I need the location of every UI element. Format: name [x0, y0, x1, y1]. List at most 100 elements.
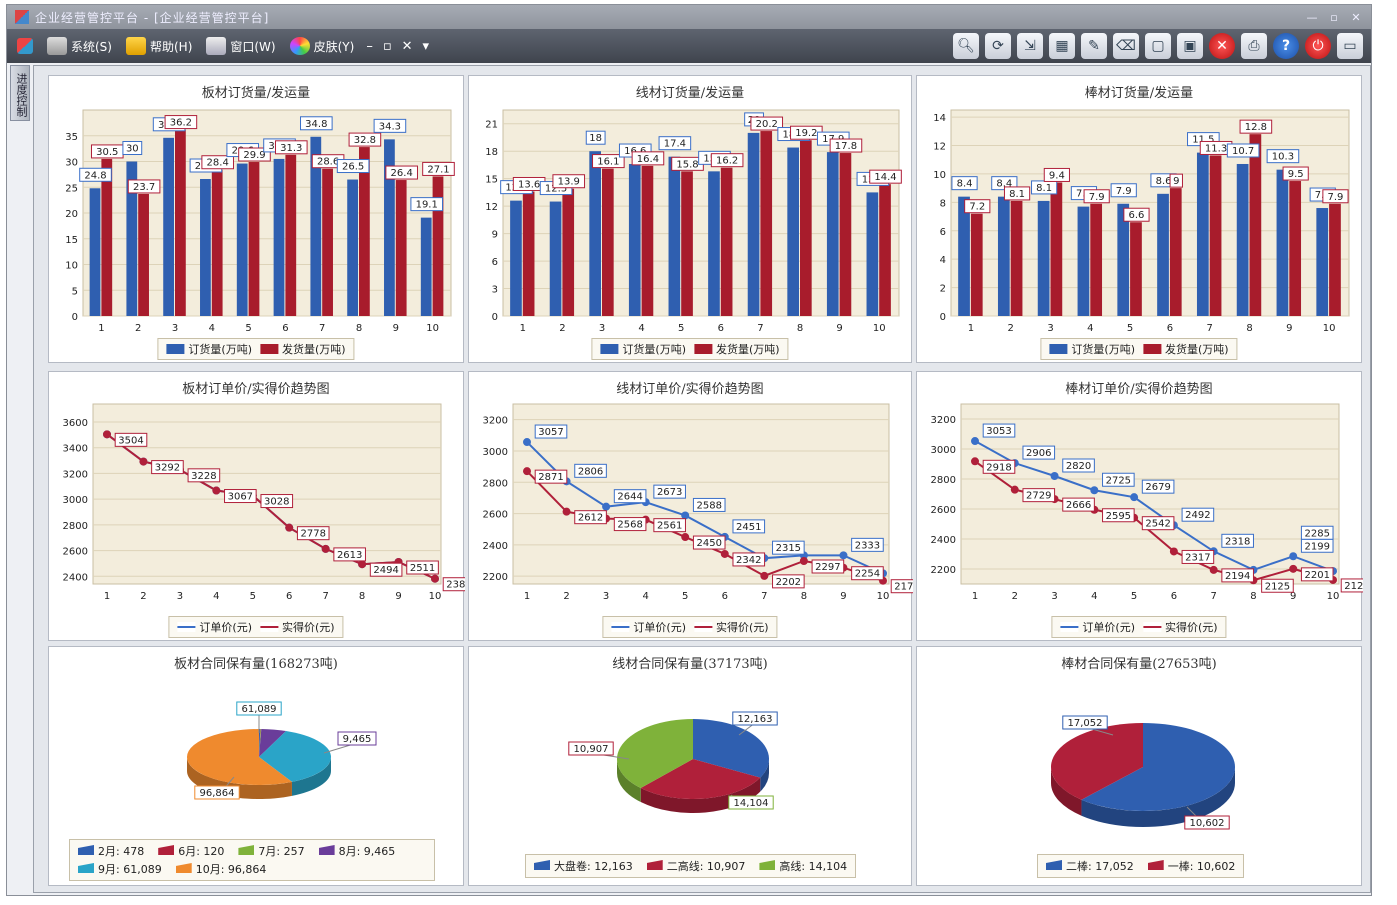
pie-legend-label: 10月: 96,864: [195, 863, 267, 876]
pie-legend-label: 二高线: 10,907: [666, 860, 746, 873]
menu-window[interactable]: 窗口(W): [206, 37, 276, 55]
order-price-label-box: [653, 484, 686, 499]
panel-wire-price: 线材订单价/实得价趋势图 2200 2400 2600 2800 3000 3200 1 2 3…: [468, 371, 913, 641]
ship-data-label-box: [1123, 207, 1150, 222]
menu-help[interactable]: 帮助(H): [125, 37, 192, 55]
order-price-label: 2644: [617, 492, 642, 503]
y-tick-label: 4: [940, 255, 946, 266]
x-tick-label: 1: [104, 591, 110, 602]
pie-legend-item: 二棒: 17,052: [1046, 858, 1134, 874]
ship-data-label: 36.2: [170, 118, 192, 129]
excel-icon[interactable]: ▦: [1049, 33, 1075, 59]
order-data-label: 8.4: [957, 179, 973, 190]
pie-slice: [259, 729, 261, 757]
x-tick-label: 5: [250, 591, 256, 602]
order-bar: [347, 179, 358, 316]
order-bar: [997, 196, 1010, 316]
order-price-label-box: [1141, 479, 1175, 494]
x-tick-label: 6: [282, 323, 288, 334]
ship-data-label: 12.8: [1245, 122, 1267, 133]
order-data-label: 24.8: [84, 170, 106, 181]
mdi-icon[interactable]: [17, 38, 33, 54]
minimize-button[interactable]: —: [1306, 10, 1318, 24]
actual-price-label: 3228: [191, 471, 216, 482]
actual-price-label: 2127: [1344, 581, 1363, 592]
ship-data-label-box: [238, 147, 271, 162]
print-icon[interactable]: ⎙: [1241, 33, 1267, 59]
x-tick-label: 5: [245, 323, 251, 334]
actual-price-point: [760, 571, 769, 580]
x-tick-label: 2: [563, 591, 569, 602]
cancel-icon[interactable]: ✕: [1209, 33, 1235, 59]
save-icon[interactable]: ▣: [1177, 33, 1203, 59]
search-icon[interactable]: 🔍︎: [953, 33, 979, 59]
ship-data-label: 13.6: [518, 179, 540, 190]
refresh-icon[interactable]: ⟳: [985, 33, 1011, 59]
edit-icon[interactable]: ✎: [1081, 33, 1107, 59]
chart-legend: 订货量(万吨) 发货量(万吨): [157, 338, 355, 360]
actual-price-point: [1289, 564, 1298, 573]
order-price-line: [526, 441, 884, 575]
pie-legend-item: 9月: 61,089: [78, 861, 162, 877]
order-price-label-box: [1300, 525, 1334, 540]
power-icon[interactable]: ⏻: [1305, 33, 1331, 59]
ship-data-label: 9.5: [1288, 169, 1304, 180]
chart-title: 线材订货量/发运量: [635, 86, 745, 101]
clear-icon[interactable]: ▢: [1145, 33, 1171, 59]
x-tick-label: 2: [140, 591, 146, 602]
mdi-minimize-button[interactable]: –: [366, 38, 373, 54]
pie-data-label-box: [236, 701, 282, 716]
pie-data-label-box: [1062, 715, 1108, 730]
x-tick-label: 9: [1286, 323, 1292, 334]
pie-data-label: 14,104: [734, 798, 769, 809]
menu-bar: 系统(S) 帮助(H) 窗口(W) 皮肤(Y) – ▫ ✕ ▾ 🔍︎ ⟳ ⇲ ▦…: [7, 29, 1371, 63]
bar-chart-wire: 036912151821112.613.6212.513.931816.1416…: [485, 109, 902, 334]
ship-bar: [1209, 155, 1222, 316]
menu-window-label: 窗口(W): [230, 39, 276, 54]
pie-data-label-box: [728, 795, 774, 810]
ship-data-label: 7.9: [1089, 192, 1105, 203]
delete-doc-icon[interactable]: ⌫: [1113, 33, 1139, 59]
order-bar: [1157, 193, 1169, 316]
y-tick-label: 2600: [63, 547, 88, 558]
sidebar-tab-progress[interactable]: 进度控制: [10, 65, 30, 121]
close-button[interactable]: ✕: [1351, 10, 1361, 24]
menu-skin[interactable]: 皮肤(Y): [289, 37, 354, 55]
panel-bar-volume: 棒材订货量/发运量 0 2 4 6 8 10 12 14 1 8.4 7.2 2 8.4 8.1 3 8.1 9…: [916, 75, 1362, 363]
chart-legend: 订单价(元) 实得价(元): [1051, 616, 1227, 638]
order-price-point: [839, 551, 848, 560]
mdi-restore-button[interactable]: ▫: [382, 38, 392, 54]
help-icon[interactable]: ?: [1273, 33, 1299, 59]
actual-price-label: 2918: [986, 462, 1011, 473]
mdi-dropdown-icon[interactable]: ▾: [422, 38, 430, 54]
pie-legend-item: 2月: 478: [78, 843, 144, 859]
legend-order: 订货量(万吨): [188, 343, 252, 356]
x-tick-label: 3: [172, 323, 178, 334]
mdi-close-button[interactable]: ✕: [401, 38, 413, 54]
y-tick-label: 10: [65, 261, 78, 272]
panel-wire-volume: 线材订货量/发运量 036912151821112.613.6212.513.9…: [468, 75, 912, 363]
pie-legend-label: 二棒: 17,052: [1066, 860, 1134, 873]
tools-icon: [47, 37, 67, 55]
order-price-point: [681, 511, 690, 520]
panel-icon[interactable]: ▭: [1337, 33, 1363, 59]
actual-price-point: [562, 507, 571, 516]
import-icon[interactable]: ⇲: [1017, 33, 1043, 59]
x-tick-label: 9: [836, 323, 842, 334]
y-tick-label: 6: [492, 257, 498, 268]
ship-data-label-box: [1003, 186, 1031, 201]
ship-data-label-box: [829, 138, 863, 153]
maximize-button[interactable]: ▫: [1330, 10, 1338, 24]
pie-slice-side: [617, 759, 641, 803]
order-bar: [420, 217, 432, 316]
line-chart-plate: 2400 2600 2800 3000 3200 3400 3600 1 2 3 4 5 6 7 8 9 10 3…: [63, 403, 465, 602]
order-data-label: 11.5: [1192, 135, 1214, 146]
menu-system[interactable]: 系统(S): [47, 37, 112, 55]
actual-price-label: 2729: [1026, 491, 1051, 502]
y-tick-label: 14: [933, 113, 946, 124]
actual-price-point: [431, 574, 439, 583]
actual-price-label-box: [442, 577, 465, 592]
x-tick-label: 5: [1127, 323, 1133, 334]
pie-legend: 大盘卷: 12,163 二高线: 10,907 高线: 14,104: [525, 854, 857, 878]
ship-bar: [879, 184, 891, 316]
